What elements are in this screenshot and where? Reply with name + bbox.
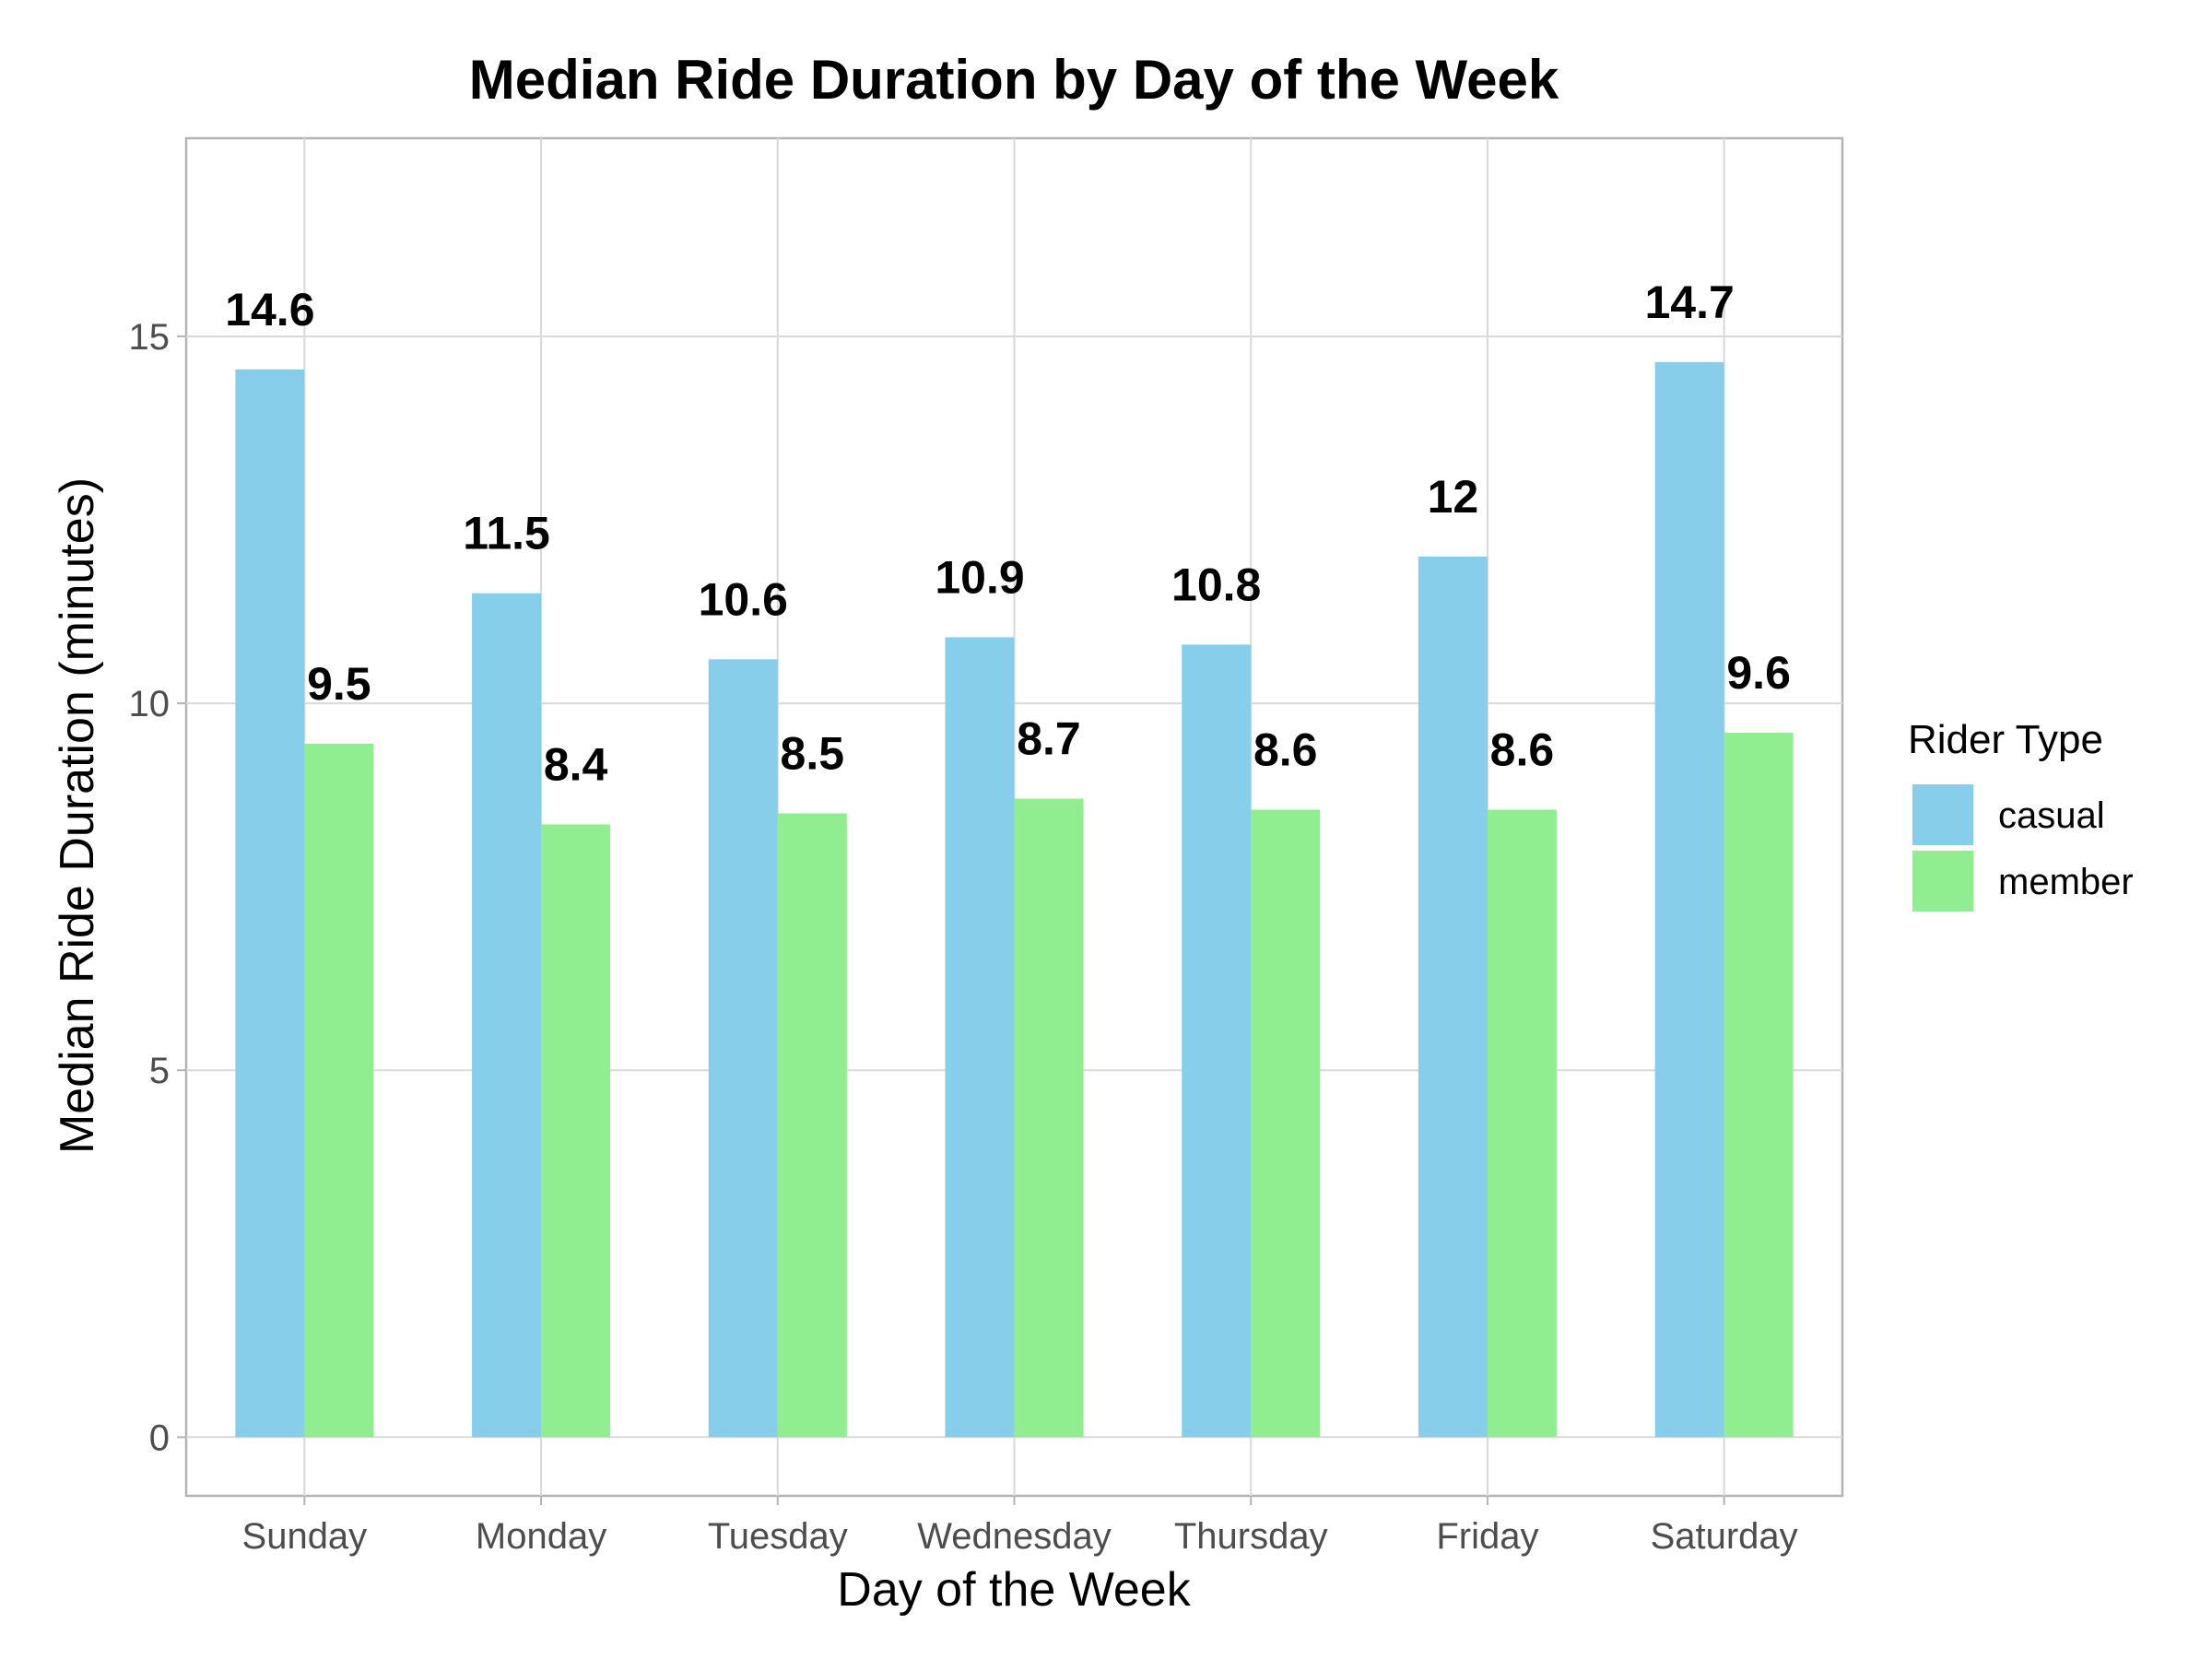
x-tick-label: Tuesday bbox=[708, 1516, 848, 1557]
x-axis-title: Day of the Week bbox=[837, 1563, 1191, 1617]
bar-member bbox=[1724, 732, 1794, 1438]
x-tick-label: Sunday bbox=[242, 1516, 368, 1557]
x-tick-label: Saturday bbox=[1651, 1516, 1798, 1557]
y-axis-ticks: 0 5 10 15 bbox=[129, 317, 186, 1458]
x-tick-label: Friday bbox=[1436, 1516, 1538, 1557]
y-tick-label: 5 bbox=[149, 1051, 170, 1091]
legend-key-casual bbox=[1912, 784, 1973, 845]
data-labels: 14.6 11.5 10.6 10.9 10.8 12 14.7 9.5 8.4 8.5 8.7 8.… bbox=[225, 276, 1791, 791]
bar-casual bbox=[1182, 644, 1252, 1438]
bar-casual bbox=[1418, 556, 1488, 1438]
data-label-member: 8.6 bbox=[1253, 724, 1318, 776]
data-label-casual: 11.5 bbox=[463, 508, 550, 559]
x-axis-ticks: Sunday Monday Tuesday Wednesday Thursday Frid… bbox=[242, 1496, 1798, 1557]
legend-title: Rider Type bbox=[1908, 717, 2103, 762]
data-label-member: 9.6 bbox=[1726, 647, 1791, 699]
data-label-casual: 14.6 bbox=[225, 284, 314, 335]
bar-casual bbox=[945, 637, 1015, 1438]
y-tick-label: 0 bbox=[149, 1418, 170, 1458]
bar-member bbox=[1251, 809, 1321, 1438]
bar-member bbox=[1014, 798, 1084, 1438]
x-tick-label: Wednesday bbox=[917, 1516, 1112, 1557]
bar-member bbox=[777, 813, 847, 1438]
x-tick-label: Thursday bbox=[1174, 1516, 1328, 1557]
data-label-casual: 12 bbox=[1428, 471, 1479, 523]
bar-casual bbox=[472, 593, 542, 1438]
plot-area: 14.6 11.5 10.6 10.9 10.8 12 14.7 9.5 8.4 8.5 8.7 8.… bbox=[184, 136, 1844, 1498]
chart-title: Median Ride Duration by Day of the Week bbox=[469, 49, 1559, 111]
data-label-casual: 10.6 bbox=[699, 573, 788, 625]
data-label-member: 9.5 bbox=[307, 658, 371, 710]
y-axis-title: Median Ride Duration (minutes) bbox=[51, 477, 104, 1154]
bar-casual bbox=[708, 659, 778, 1438]
bar-member bbox=[541, 824, 611, 1438]
y-tick-label: 10 bbox=[129, 684, 171, 724]
bars bbox=[235, 361, 1794, 1438]
data-label-member: 8.4 bbox=[544, 738, 608, 790]
legend: Rider Type casual member bbox=[1908, 717, 2134, 912]
legend-label-casual: casual bbox=[1998, 795, 2105, 836]
y-tick-label: 15 bbox=[129, 317, 171, 358]
legend-items: casual member bbox=[1912, 784, 2134, 912]
data-label-member: 8.7 bbox=[1017, 713, 1081, 765]
bar-member bbox=[304, 743, 374, 1438]
bar-member bbox=[1487, 809, 1557, 1438]
data-label-member: 8.6 bbox=[1490, 724, 1555, 776]
legend-key-member bbox=[1912, 851, 1973, 912]
data-label-casual: 14.7 bbox=[1644, 276, 1734, 328]
bar-casual bbox=[235, 369, 305, 1438]
legend-label-member: member bbox=[1998, 862, 2134, 902]
data-label-member: 8.5 bbox=[781, 728, 845, 780]
x-tick-label: Monday bbox=[476, 1516, 606, 1557]
data-label-casual: 10.9 bbox=[935, 551, 1024, 603]
bar-casual bbox=[1654, 361, 1724, 1438]
data-label-casual: 10.8 bbox=[1171, 559, 1261, 610]
